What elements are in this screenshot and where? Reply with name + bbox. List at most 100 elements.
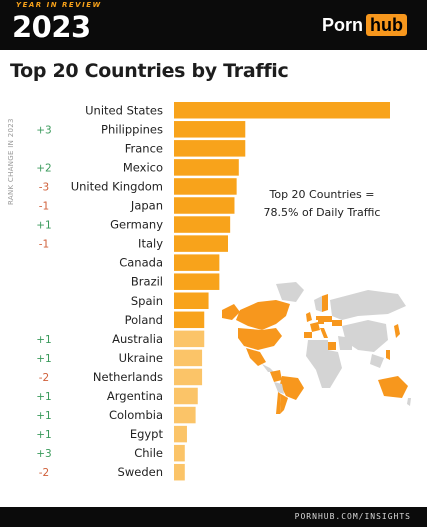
callout-line-1: Top 20 Countries = xyxy=(269,188,375,201)
map-middle-east xyxy=(338,336,352,350)
bar xyxy=(174,273,220,290)
bar xyxy=(174,406,196,424)
bar xyxy=(174,387,198,405)
footer-bar: PORNHUB.COM/INSIGHTS xyxy=(0,507,427,527)
logo-text-part1: Porn xyxy=(321,14,363,35)
map-asia xyxy=(342,320,388,352)
bar xyxy=(174,292,209,309)
bar-chart: United States Philippines +3 France Mexico +2… xyxy=(36,102,390,481)
logo-text-part2: hub xyxy=(366,14,407,36)
category-label: Philippines xyxy=(101,122,163,136)
map-usa xyxy=(238,328,282,350)
map-argentina xyxy=(280,394,288,414)
year-label: 2023 xyxy=(12,10,91,44)
map-canada xyxy=(236,300,290,330)
bar xyxy=(174,254,220,271)
map-new-zealand xyxy=(407,398,411,406)
bar xyxy=(174,102,390,119)
category-label: Germany xyxy=(110,218,163,232)
bar xyxy=(174,330,205,348)
map-greenland xyxy=(276,282,304,302)
category-label: United States xyxy=(85,103,163,117)
rank-change-label: -2 xyxy=(39,372,49,384)
map-philippines xyxy=(386,350,390,360)
bar xyxy=(174,159,239,176)
category-label: Poland xyxy=(125,313,163,327)
year-in-review-label: YEAR IN REVIEW xyxy=(16,1,102,9)
bar xyxy=(174,425,187,443)
bar xyxy=(174,463,185,481)
traffic-share-callout: Top 20 Countries = 78.5% of Daily Traffi… xyxy=(258,186,386,222)
map-central-america xyxy=(262,364,274,372)
rank-change-label: +1 xyxy=(36,220,51,232)
category-label: Spain xyxy=(131,294,163,308)
map-uk xyxy=(306,312,312,322)
map-italy xyxy=(320,328,328,338)
header-bar: YEAR IN REVIEW 2023 Porn hub xyxy=(0,0,427,50)
map-sweden xyxy=(322,294,328,312)
category-label: Canada xyxy=(119,256,163,270)
map-japan xyxy=(394,324,400,338)
map-mexico xyxy=(246,348,266,366)
bar xyxy=(174,216,231,233)
map-germany xyxy=(318,316,324,324)
rank-change-label: +1 xyxy=(36,391,51,403)
rank-change-label: -1 xyxy=(39,239,49,251)
map-ukraine xyxy=(332,320,342,326)
brand-logo: Porn hub xyxy=(322,14,407,36)
bar xyxy=(174,121,246,138)
category-label: Japan xyxy=(130,199,163,213)
category-label: Egypt xyxy=(130,427,164,441)
map-egypt xyxy=(328,342,336,350)
map-spain xyxy=(304,332,312,338)
rank-change-label: +1 xyxy=(36,334,51,346)
bar xyxy=(174,368,203,386)
category-label: France xyxy=(125,141,163,155)
rank-change-label: +1 xyxy=(36,410,51,422)
bar xyxy=(174,349,203,367)
map-chile xyxy=(276,392,281,414)
bar xyxy=(174,178,237,195)
map-colombia xyxy=(270,370,282,382)
category-label: Brazil xyxy=(131,275,163,289)
map-scandinavia-other xyxy=(314,296,322,312)
category-label: Ukraine xyxy=(119,351,163,365)
map-russia xyxy=(330,290,406,320)
category-label: Colombia xyxy=(109,408,163,422)
rank-change-label: -1 xyxy=(39,201,49,213)
footer-url: PORNHUB.COM/INSIGHTS xyxy=(294,512,411,521)
map-alaska xyxy=(222,304,240,320)
map-australia xyxy=(378,376,408,398)
map-africa xyxy=(306,340,342,388)
callout-line-2: 78.5% of Daily Traffic xyxy=(263,206,381,219)
rank-change-label: +1 xyxy=(36,353,51,365)
bar xyxy=(174,311,205,329)
map-south-america-other xyxy=(274,382,284,394)
category-label: Australia xyxy=(112,332,163,346)
rank-change-label: +2 xyxy=(36,162,51,174)
bar xyxy=(174,444,185,462)
category-label: Mexico xyxy=(123,160,163,174)
rank-change-label: +3 xyxy=(36,124,51,136)
map-france xyxy=(310,322,320,332)
bar xyxy=(174,197,235,214)
chart-title: Top 20 Countries by Traffic xyxy=(10,60,289,82)
category-label: Chile xyxy=(134,446,163,460)
category-label: United Kingdom xyxy=(71,179,163,193)
bar xyxy=(174,140,246,157)
rank-change-label: +3 xyxy=(36,448,51,460)
map-se-asia xyxy=(370,354,384,368)
rank-change-label: +1 xyxy=(36,429,51,441)
rank-change-label: -2 xyxy=(39,467,49,479)
bar xyxy=(174,235,228,252)
category-label: Netherlands xyxy=(93,370,163,384)
world-map-graphic xyxy=(222,282,411,414)
category-label: Argentina xyxy=(107,389,163,403)
rank-change-label: -3 xyxy=(39,181,49,193)
map-brazil xyxy=(280,376,304,400)
category-label: Italy xyxy=(138,237,163,251)
map-poland xyxy=(324,316,332,322)
category-label: Sweden xyxy=(118,465,163,479)
map-netherlands xyxy=(316,316,318,320)
